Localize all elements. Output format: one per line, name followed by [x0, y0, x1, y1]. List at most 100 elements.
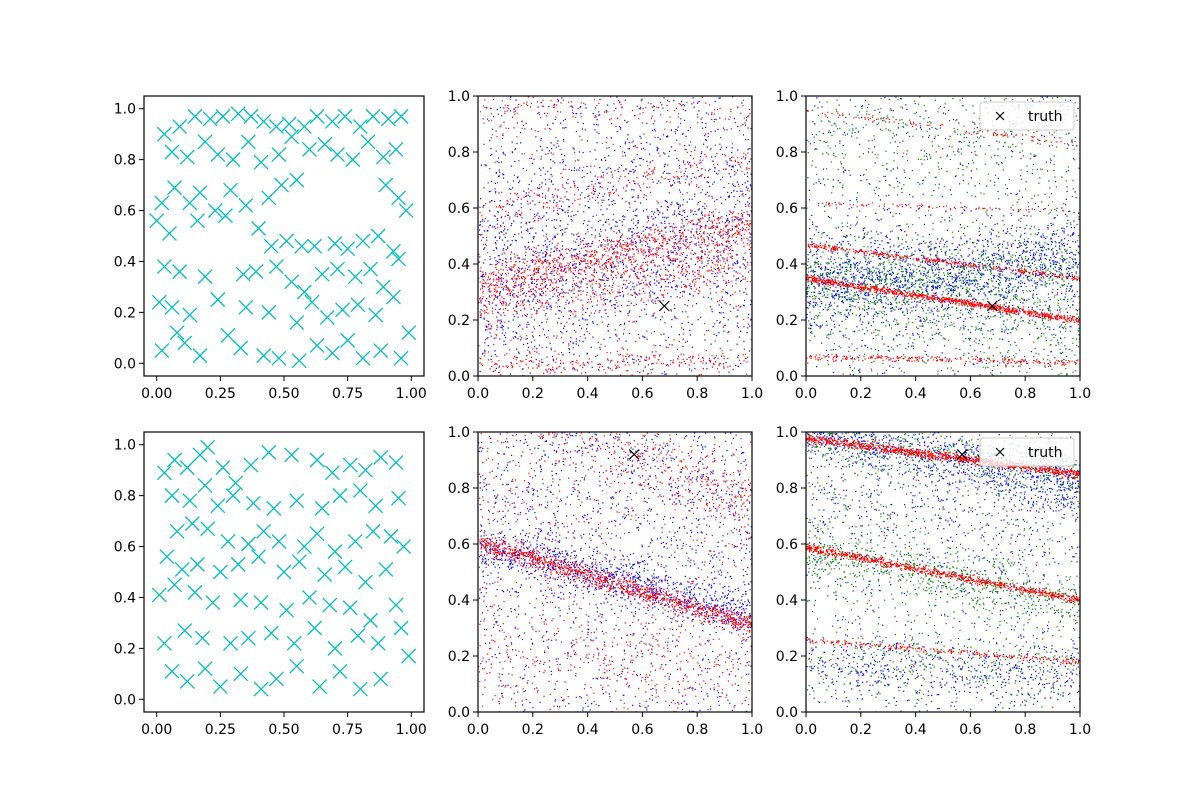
- x-marker: [337, 559, 353, 575]
- x-marker: [360, 134, 376, 150]
- y-tick-label: 0.6: [776, 537, 798, 553]
- x-tick-label: 0.00: [141, 722, 172, 738]
- y-tick-label: 0.8: [448, 145, 470, 161]
- x-marker: [187, 108, 203, 124]
- x-marker: [215, 108, 231, 124]
- x-marker: [156, 635, 172, 651]
- x-marker: [375, 149, 391, 165]
- x-marker: [329, 261, 345, 277]
- x-tick-label: 0.4: [576, 386, 598, 402]
- x-marker: [309, 452, 325, 468]
- x-marker: [393, 350, 409, 366]
- x-marker: [307, 238, 323, 254]
- x-marker: [179, 673, 195, 689]
- y-tick-label: 0.2: [776, 649, 798, 665]
- plot-area: [806, 432, 1080, 712]
- x-tick-label: 1.00: [396, 386, 427, 402]
- x-tick-label: 0.4: [904, 386, 926, 402]
- x-marker: [378, 561, 394, 577]
- x-marker: [192, 348, 208, 364]
- x-marker: [327, 236, 343, 252]
- x-marker: [273, 177, 289, 193]
- plot-area: [478, 432, 752, 712]
- x-marker: [235, 266, 251, 282]
- x-marker: [370, 228, 386, 244]
- x-marker: [327, 544, 343, 560]
- x-marker: [291, 554, 307, 570]
- x-marker: [271, 147, 287, 163]
- y-tick-label: 0.4: [448, 257, 470, 273]
- x-tick-label: 0.0: [795, 386, 817, 402]
- x-marker: [149, 213, 165, 229]
- x-marker: [192, 185, 208, 201]
- x-marker: [401, 648, 417, 664]
- legend-marker: [995, 447, 1005, 457]
- legend-label: truth: [1028, 445, 1062, 461]
- x-marker: [215, 460, 231, 476]
- x-marker: [225, 152, 241, 168]
- x-marker: [398, 203, 414, 219]
- x-marker: [322, 597, 338, 613]
- x-marker: [240, 134, 256, 150]
- x-tick-label: 1.0: [741, 386, 763, 402]
- x-marker: [169, 523, 185, 539]
- y-tick-label: 0.4: [114, 590, 136, 606]
- x-marker: [240, 630, 256, 646]
- truth-marker: [986, 300, 998, 312]
- x-marker: [350, 628, 366, 644]
- x-marker: [233, 592, 249, 608]
- x-marker: [296, 284, 312, 300]
- axes-frame: [143, 95, 425, 377]
- x-marker: [271, 533, 287, 549]
- x-marker: [284, 447, 300, 463]
- x-marker: [233, 340, 249, 356]
- x-marker: [289, 658, 305, 674]
- x-marker: [352, 119, 368, 135]
- x-marker: [263, 238, 279, 254]
- x-marker: [373, 671, 389, 687]
- x-marker: [220, 327, 236, 343]
- panel-top-left: 0.00 0.25 0.50 0.75 1.00 0.0 0.2 0.4 0.6 0.8 1.0: [114, 95, 427, 402]
- x-marker: [391, 251, 407, 267]
- x-tick-label: 0.75: [332, 386, 363, 402]
- panel-bottom-right: 0.0 0.2 0.4 0.6 0.8 1.0 0.0 0.2 0.4 0.6 0.8 1.0 trut…: [776, 425, 1091, 738]
- x-marker: [329, 147, 345, 163]
- x-tick-label: 0.6: [631, 722, 653, 738]
- x-marker: [205, 595, 221, 611]
- x-marker: [335, 302, 351, 318]
- x-marker: [396, 539, 412, 555]
- x-marker: [357, 574, 373, 590]
- x-tick-label: 1.00: [396, 722, 427, 738]
- x-marker: [164, 663, 180, 679]
- x-marker: [268, 259, 284, 275]
- x-tick-label: 0.00: [141, 386, 172, 402]
- x-marker: [238, 299, 254, 315]
- x-marker: [268, 671, 284, 687]
- x-marker: [197, 134, 213, 150]
- x-marker: [197, 269, 213, 285]
- x-marker: [363, 612, 379, 628]
- y-tick-label: 1.0: [776, 89, 798, 105]
- x-marker: [317, 136, 333, 152]
- x-marker: [243, 457, 259, 473]
- x-tick-label: 0.6: [631, 386, 653, 402]
- x-marker: [187, 584, 203, 600]
- x-tick-label: 0.6: [959, 386, 981, 402]
- x-marker: [383, 528, 399, 544]
- x-marker: [314, 266, 330, 282]
- x-marker: [350, 297, 366, 313]
- y-tick-label: 0.8: [448, 481, 470, 497]
- y-tick-label: 0.4: [776, 593, 798, 609]
- x-marker: [324, 113, 340, 129]
- x-marker: [212, 679, 228, 695]
- x-marker: [243, 108, 259, 124]
- x-marker: [393, 620, 409, 636]
- x-marker: [154, 195, 170, 211]
- x-tick-label: 0.4: [904, 722, 926, 738]
- x-tick-label: 0.6: [959, 722, 981, 738]
- y-tick-label: 0.8: [114, 489, 136, 505]
- x-marker: [355, 350, 371, 366]
- x-marker: [294, 238, 310, 254]
- x-marker: [233, 666, 249, 682]
- plot-area: [806, 96, 1080, 376]
